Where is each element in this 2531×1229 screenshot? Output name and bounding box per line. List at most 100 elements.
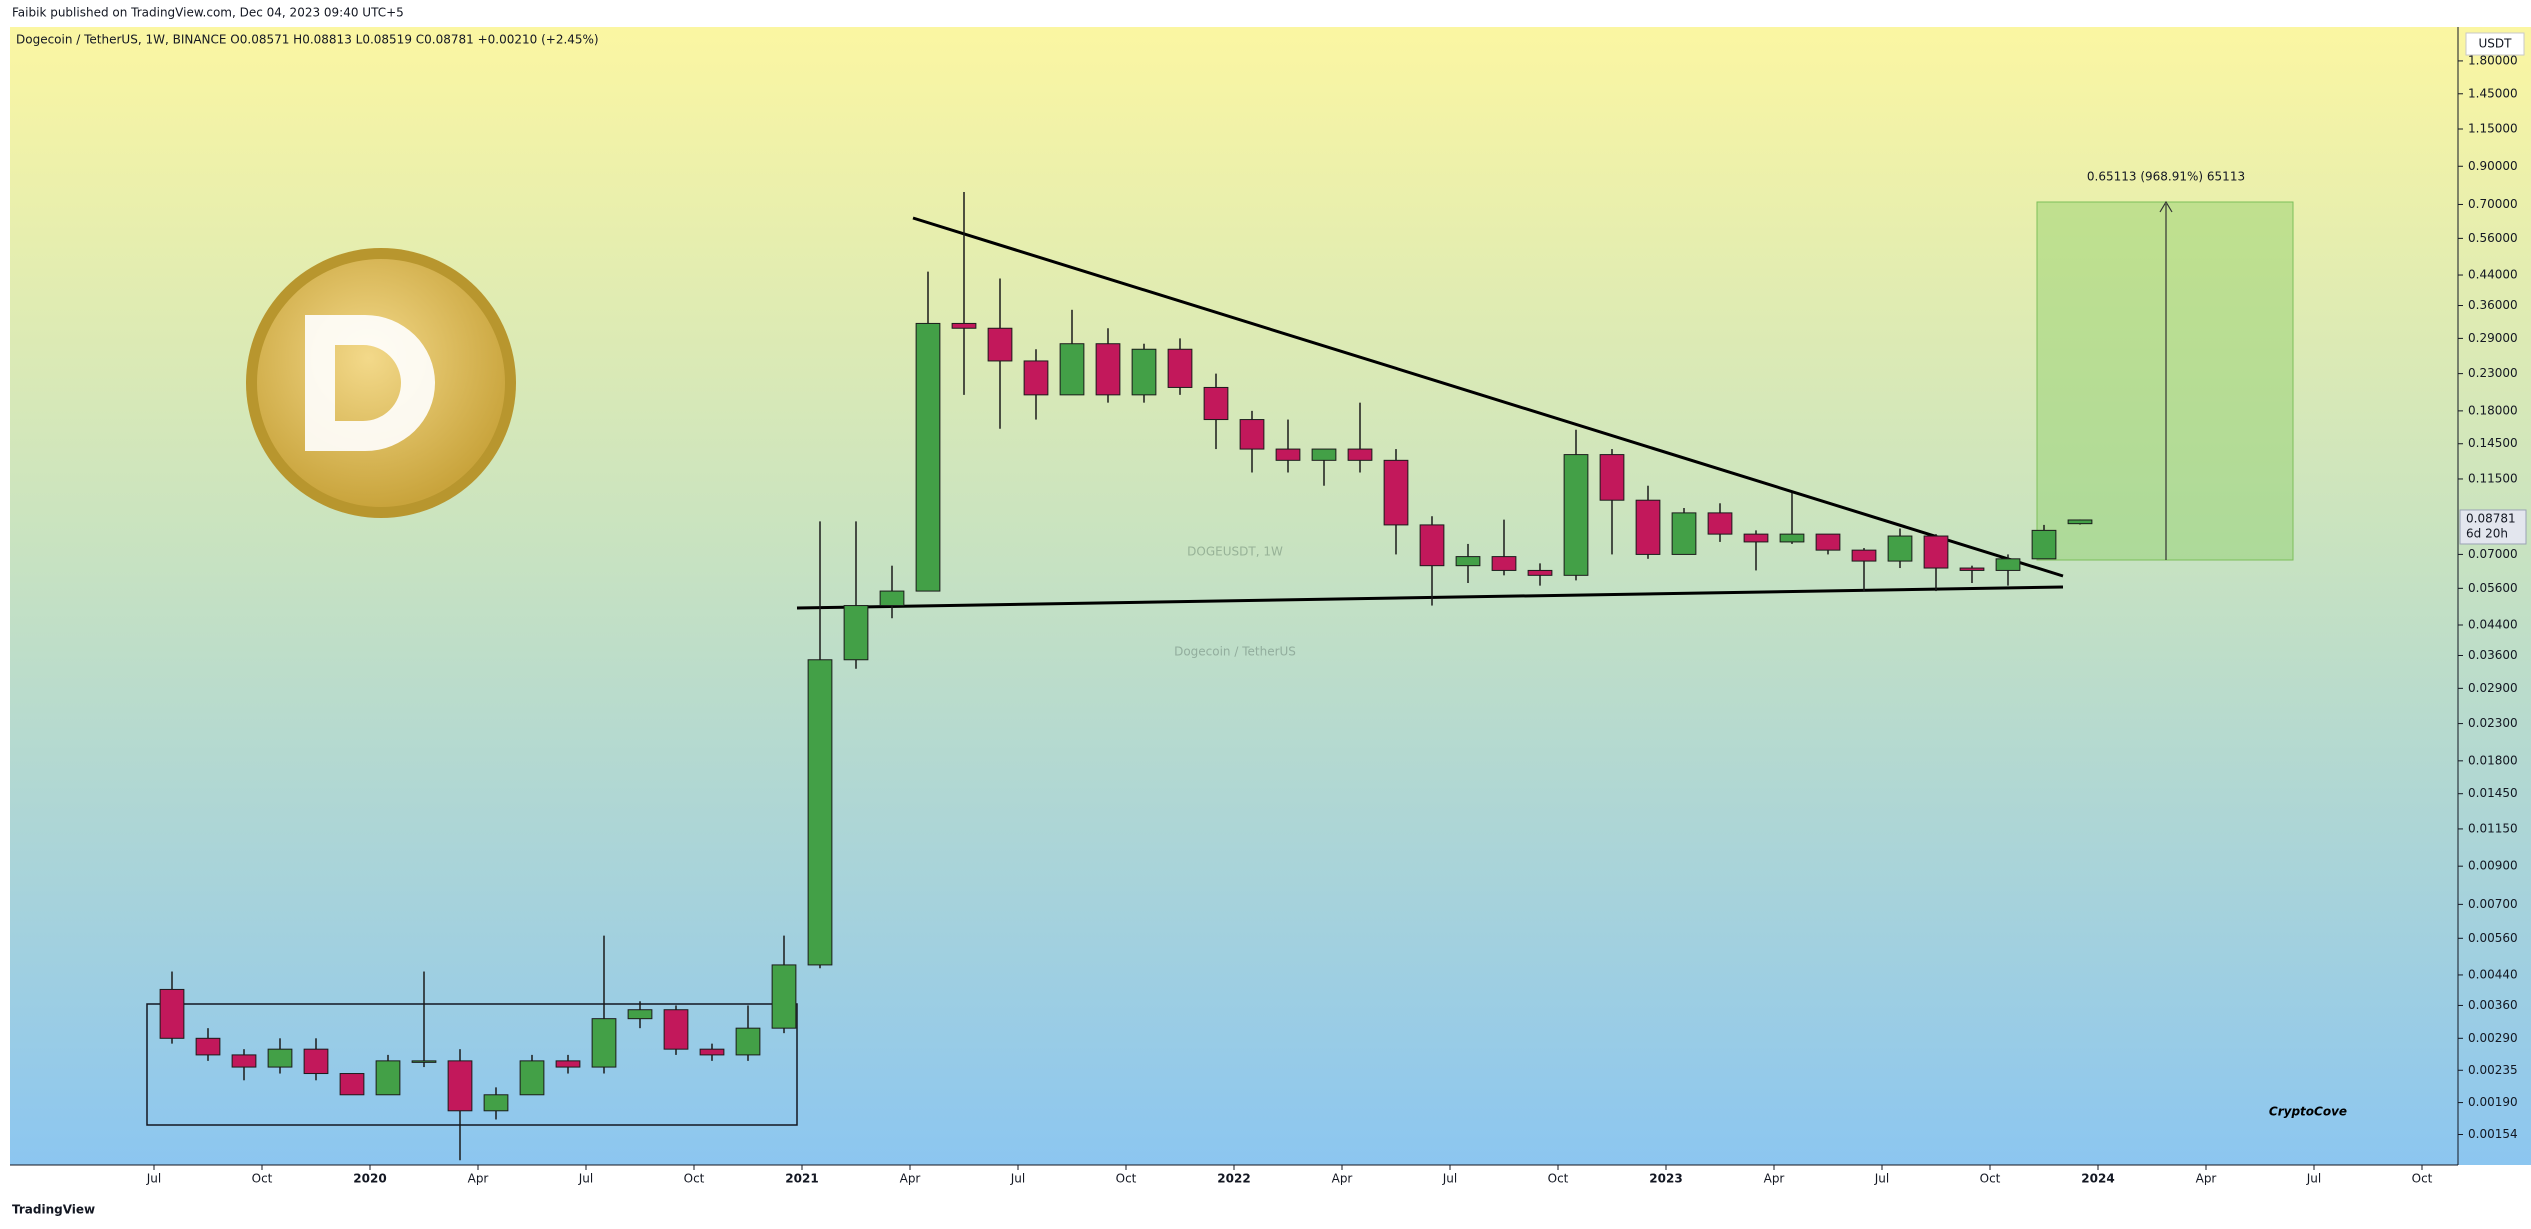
x-tick-label: Oct — [1980, 1172, 2001, 1186]
y-tick-label: 0.02900 — [2468, 681, 2518, 695]
candle-body — [1527, 569, 1553, 576]
accumulation-box — [146, 1003, 798, 1126]
x-tick-label: Jul — [1874, 1172, 1889, 1186]
candle-body — [159, 988, 185, 1039]
candle-body — [1599, 454, 1625, 501]
watermark-subtitle: Dogecoin / TetherUS — [1174, 645, 1296, 659]
x-tick-label: Apr — [1332, 1172, 1353, 1186]
plot-background — [10, 27, 2458, 1165]
x-tick-label: Apr — [900, 1172, 921, 1186]
chart-layer: 1.80000 1.45000 1.15000 0.90000 0.70000 0.560… — [146, 53, 2527, 1186]
candle-body — [699, 1048, 725, 1056]
x-tick-label: Jul — [578, 1172, 593, 1186]
candle-body — [339, 1073, 365, 1096]
y-tick-label: 0.07000 — [2468, 547, 2518, 561]
y-tick-label: 0.00560 — [2468, 931, 2518, 945]
candle-body — [951, 322, 977, 329]
candle-body — [1851, 549, 1877, 562]
candle-body — [987, 327, 1013, 362]
x-tick-label: Jul — [2306, 1172, 2321, 1186]
x-tick-label: Jul — [1442, 1172, 1457, 1186]
candle-body — [1635, 499, 1661, 555]
dogecoin-logo — [246, 248, 516, 518]
brand-signature: CryptoCove — [2269, 1105, 2347, 1119]
candle-body — [1239, 419, 1265, 450]
y-tick-label: 1.80000 — [2468, 53, 2518, 67]
y-tick-label: 0.11500 — [2468, 471, 2518, 485]
x-tick-label: Oct — [1116, 1172, 1137, 1186]
candle-body — [1419, 524, 1445, 567]
y-tick-label: 0.23000 — [2468, 366, 2518, 380]
candle-body — [1347, 448, 1373, 461]
y-tick-label: 0.00235 — [2468, 1063, 2518, 1077]
candle-body — [1707, 512, 1733, 535]
y-tick-label: 0.00700 — [2468, 897, 2518, 911]
candle-body — [1995, 558, 2021, 571]
y-tick-label: 0.00360 — [2468, 998, 2518, 1012]
logo-coin — [257, 259, 505, 507]
candle-body — [1671, 512, 1697, 555]
candle-body — [1275, 448, 1301, 461]
x-tick-label: 2023 — [1649, 1172, 1682, 1186]
price-label: 0.08781 — [2466, 511, 2516, 525]
y-tick-label: 0.90000 — [2468, 159, 2518, 173]
x-tick-label: 2024 — [2081, 1172, 2114, 1186]
y-tick-label: 0.70000 — [2468, 197, 2518, 211]
y-tick-label: 0.18000 — [2468, 403, 2518, 417]
y-tick-label: 0.01800 — [2468, 753, 2518, 767]
candle-body — [231, 1054, 257, 1068]
candle-body — [2031, 529, 2057, 560]
symbol-legend: Dogecoin / TetherUS, 1W, BINANCE O0.0857… — [16, 33, 599, 47]
candle-body — [915, 322, 941, 592]
x-tick-label: Oct — [2412, 1172, 2433, 1186]
y-tick-label: 0.44000 — [2468, 268, 2518, 282]
y-tick-label: 0.00290 — [2468, 1031, 2518, 1045]
candle-body — [1779, 533, 1805, 543]
target-arrow-head — [2159, 200, 2173, 213]
candle-body — [1311, 448, 1337, 461]
publisher-note: Faibik published on TradingView.com, Dec… — [12, 6, 404, 20]
y-tick-label: 0.00900 — [2468, 859, 2518, 873]
y-tick-label: 1.45000 — [2468, 86, 2518, 100]
candle-body — [303, 1048, 329, 1075]
currency-label: USDT — [2479, 37, 2513, 51]
candle-body — [447, 1060, 473, 1112]
candle-body — [627, 1009, 653, 1020]
candle-body — [1167, 348, 1193, 388]
currency-badge — [2465, 32, 2525, 56]
candle-body — [879, 590, 905, 607]
x-tick-label: 2021 — [785, 1172, 818, 1186]
descending-trendline — [912, 216, 2064, 578]
candle-body — [1203, 386, 1229, 421]
candle-body — [1923, 535, 1949, 569]
y-tick-label: 0.36000 — [2468, 298, 2518, 312]
x-tick-label: Oct — [1548, 1172, 1569, 1186]
y-tick-label: 0.01150 — [2468, 821, 2518, 835]
y-tick-label: 0.29000 — [2468, 331, 2518, 345]
watermark: DOGEUSDT, 1W — [1187, 545, 1283, 559]
x-tick-label: Apr — [2196, 1172, 2217, 1186]
candle-body — [1887, 535, 1913, 562]
x-tick-label: Oct — [684, 1172, 705, 1186]
y-tick-label: 0.01450 — [2468, 786, 2518, 800]
candle-body — [1491, 556, 1517, 571]
candle-body — [1455, 556, 1481, 567]
candle-body — [483, 1094, 509, 1112]
x-tick-label: Oct — [252, 1172, 273, 1186]
y-tick-label: 0.00190 — [2468, 1095, 2518, 1109]
support-line — [796, 585, 2064, 610]
candle-body — [1563, 454, 1589, 576]
candle-body — [735, 1027, 761, 1056]
y-tick-label: 0.03600 — [2468, 648, 2518, 662]
candle-body — [807, 659, 833, 966]
countdown-label: 6d 20h — [2466, 526, 2508, 540]
candle-body — [519, 1060, 545, 1096]
x-tick-label: Apr — [468, 1172, 489, 1186]
candle-body — [1059, 343, 1085, 396]
candle-body — [555, 1060, 581, 1068]
candle-body — [2067, 519, 2093, 525]
y-tick-label: 0.04400 — [2468, 617, 2518, 631]
candle-body — [267, 1048, 293, 1068]
y-tick-label: 0.05600 — [2468, 581, 2518, 595]
